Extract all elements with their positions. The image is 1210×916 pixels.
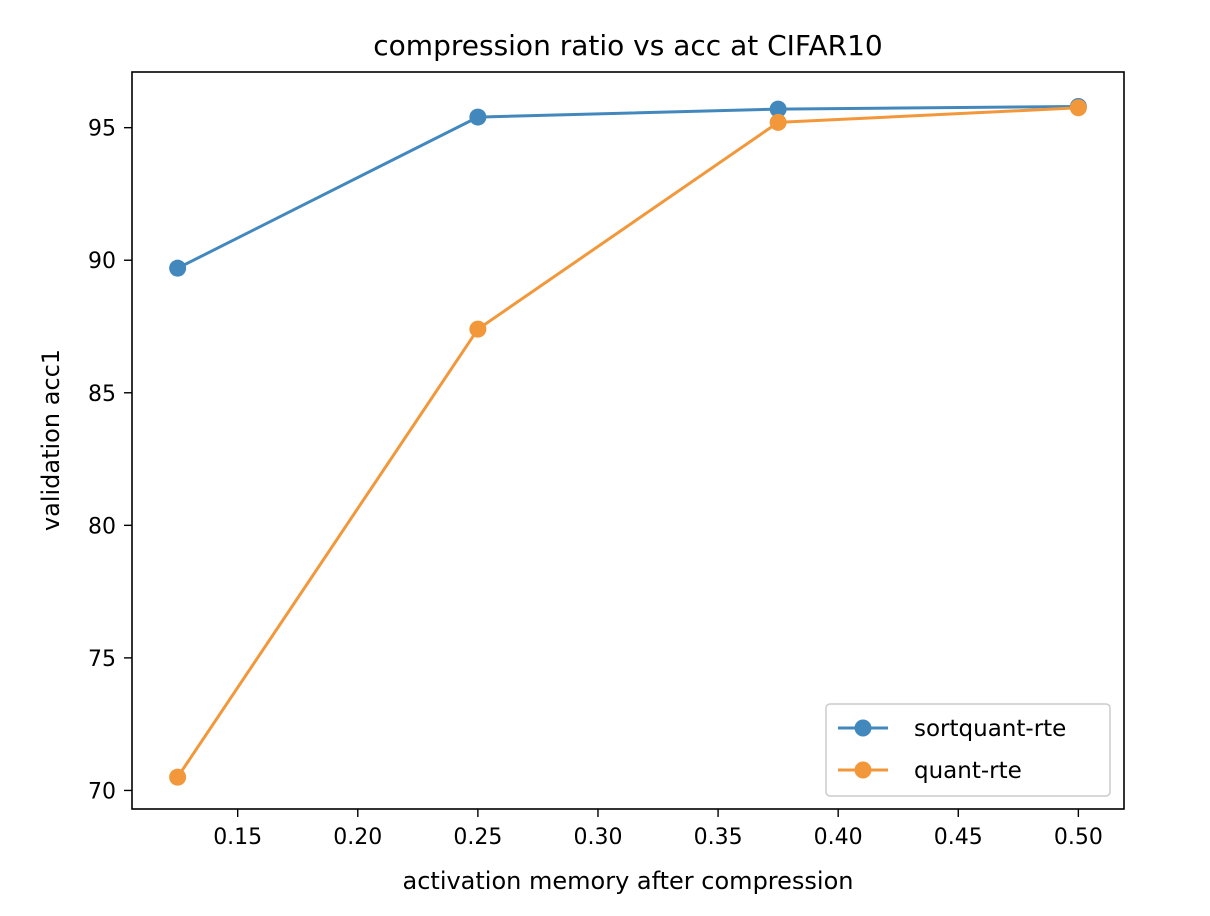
series-line-sortquant-rte (176, 105, 1080, 270)
x-axis: 0.15 0.20 0.25 0.30 0.35 0.40 0.45 0.50 (213, 809, 1103, 850)
data-point-sortquant-rte (469, 108, 487, 126)
legend-box (825, 703, 1111, 797)
x-tick-label: 0.45 (934, 825, 983, 850)
x-tick-label: 0.40 (814, 825, 863, 850)
data-point-quant-rte (769, 113, 787, 131)
x-tick-label: 0.35 (694, 825, 743, 850)
x-tick-label: 0.20 (333, 825, 382, 850)
y-tick-label: 90 (88, 249, 116, 274)
axes-frame (131, 71, 1125, 810)
legend-marker-quant-rte (854, 761, 872, 779)
legend: sortquant-rte quant-rte (825, 703, 1111, 797)
x-axis-label: activation memory after compression (403, 867, 854, 895)
plot-area (169, 97, 1087, 786)
y-tick-label: 75 (88, 647, 116, 672)
y-tick-label: 95 (88, 117, 116, 142)
data-point-sortquant-rte (169, 259, 187, 277)
x-tick-label: 0.15 (213, 825, 262, 850)
y-tick-label: 80 (88, 514, 116, 539)
data-point-quant-rte (169, 768, 187, 786)
y-tick-label: 85 (88, 382, 116, 407)
series-line-quant-rte (176, 106, 1080, 779)
y-tick-label: 70 (88, 779, 116, 804)
legend-marker-sortquant-rte (854, 719, 872, 737)
legend-label-sortquant-rte: sortquant-rte (914, 716, 1066, 742)
data-point-sortquant-rte (769, 100, 787, 118)
legend-label-quant-rte: quant-rte (914, 758, 1022, 784)
y-axis: 70 75 80 85 90 95 (88, 117, 132, 804)
chart-title: compression ratio vs acc at CIFAR10 (373, 29, 882, 62)
x-tick-label: 0.50 (1054, 825, 1103, 850)
x-tick-label: 0.30 (573, 825, 622, 850)
x-tick-label: 0.25 (453, 825, 502, 850)
data-point-quant-rte (469, 320, 487, 338)
y-axis-label: validation acc1 (37, 349, 65, 531)
data-point-quant-rte (1069, 99, 1087, 117)
